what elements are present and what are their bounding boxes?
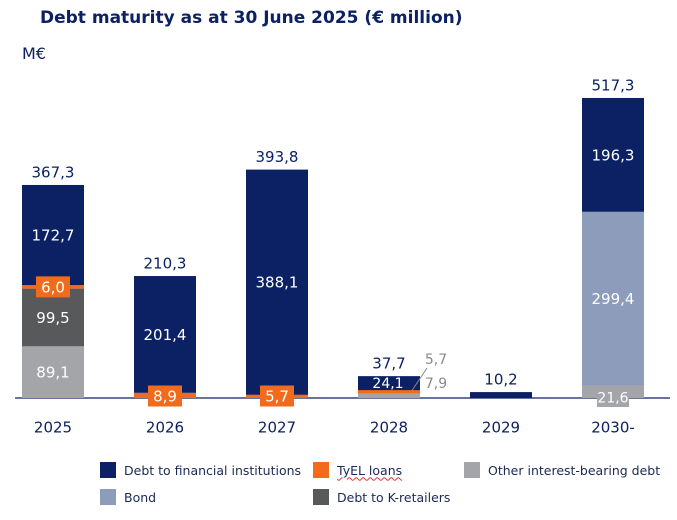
label-box-2030-other-interest-bearing-debt	[597, 389, 629, 407]
value-label-2025-debt-to-k-retailers: 99,5	[36, 309, 69, 327]
value-label-2025-debt-to-financial-institutions: 172,7	[32, 227, 75, 245]
value-label-2027-tyel-loans: 5,7	[265, 388, 289, 406]
label-box-2025-tyel-loans	[36, 276, 70, 298]
x-tick-label-2026: 2026	[146, 419, 184, 437]
bar-2027-debt-to-financial-institutions	[246, 169, 308, 395]
total-label-2028: 37,7	[372, 355, 405, 373]
value-label-2028-other-interest-bearing-debt: 7,9	[425, 376, 447, 392]
total-label-2025: 367,3	[32, 163, 75, 181]
value-label-2025-tyel-loans: 6,0	[41, 278, 65, 296]
value-label-2030-bond: 299,4	[592, 290, 635, 308]
value-label-2030-debt-to-financial-institutions: 196,3	[592, 146, 635, 164]
bar-2030-bond	[582, 211, 644, 386]
bar-2028-tyel-loans	[358, 389, 420, 394]
value-label-2028-tyel-loans: 5,7	[425, 352, 447, 368]
value-label-2028-financial-institutions: 24,1	[372, 376, 403, 392]
x-tick-label-2028: 2028	[370, 419, 408, 437]
bar-2025-other-interest-bearing-debt	[22, 346, 84, 398]
leader-line-2028	[410, 367, 428, 393]
x-tick-label-2030: 2030-	[591, 419, 635, 437]
total-label-2030: 517,3	[592, 76, 635, 94]
value-label-2030-other-interest-bearing-debt: 21,6	[597, 391, 628, 407]
total-label-2029: 10,2	[484, 371, 517, 389]
chart-title: Debt maturity as at 30 June 2025 (€ mill…	[40, 8, 463, 28]
y-axis-unit-label: M€	[22, 44, 46, 63]
value-label-2026-tyel-loans: 8,9	[153, 388, 177, 406]
label-box-2026-tyel-loans	[148, 385, 182, 407]
bar-2029-debt-to-financial-institutions	[470, 392, 532, 398]
value-label-2027-debt-to-financial-institutions: 388,1	[256, 274, 299, 292]
total-label-2026: 210,3	[144, 255, 187, 273]
x-tick-label-2025: 2025	[34, 419, 72, 437]
bar-2025-debt-to-financial-institutions	[22, 184, 84, 286]
x-tick-label-2027: 2027	[258, 419, 296, 437]
value-label-2026-debt-to-financial-institutions: 201,4	[144, 326, 187, 344]
x-tick-label-2029: 2029	[482, 419, 520, 437]
bar-2025-debt-to-k-retailers	[22, 288, 84, 347]
bar-2028-other-interest-bearing-debt	[358, 393, 420, 398]
total-label-2027: 393,8	[256, 148, 299, 166]
bar-2030-debt-to-financial-institutions	[582, 97, 644, 212]
bar-2028-debt-to-financial-institutions	[358, 376, 420, 391]
label-box-2027-tyel-loans	[260, 385, 294, 407]
value-label-2025-other-interest-bearing-debt: 89,1	[36, 364, 69, 382]
bar-2026-debt-to-financial-institutions	[134, 276, 196, 393]
